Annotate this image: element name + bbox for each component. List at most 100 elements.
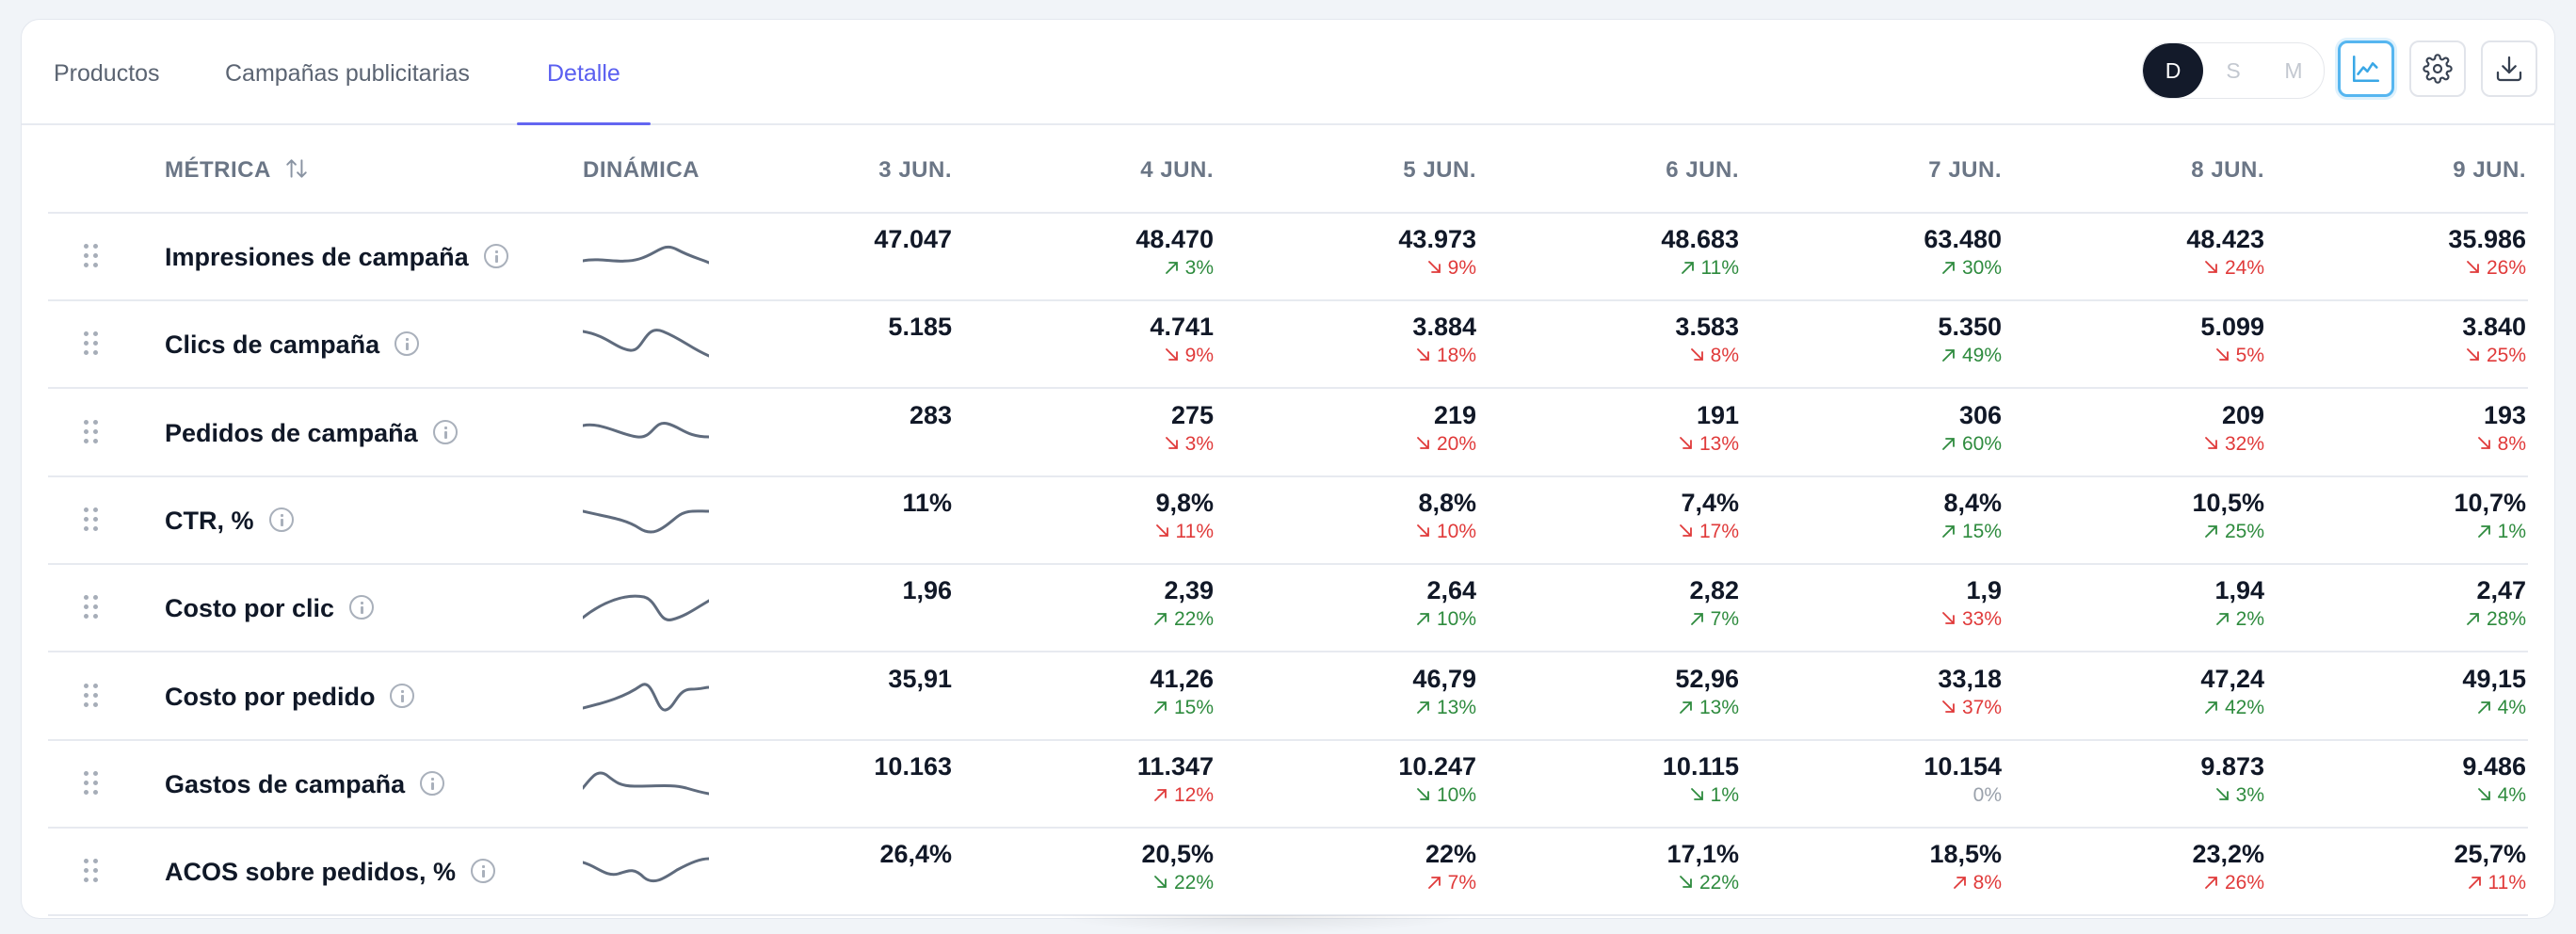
info-icon[interactable] (390, 683, 415, 708)
info-icon[interactable] (483, 243, 508, 268)
tab-detalle[interactable]: Detalle (517, 20, 651, 125)
metric-column-header[interactable]: MÉTRICA (165, 125, 309, 212)
metric-value: 10.115 (1662, 752, 1739, 781)
period-week-button[interactable]: S (2226, 58, 2241, 83)
drag-handle-icon[interactable] (80, 771, 101, 796)
metric-value: 48.683 (1661, 225, 1739, 253)
change-percent: 5% (2235, 345, 2264, 366)
change-percent: 11% (1700, 257, 1739, 279)
value-cell: 20,5% 22% (1141, 838, 1214, 896)
value-cell: 49,15 4% (2462, 663, 2526, 721)
metric-name: Costo por pedido (165, 652, 415, 739)
metric-value: 52,96 (1675, 665, 1739, 693)
change-percent: 13% (1436, 697, 1476, 718)
drag-handle-icon[interactable] (80, 684, 101, 708)
sparkline (583, 245, 709, 265)
change-indicator: 12% (1137, 782, 1214, 809)
info-icon[interactable] (394, 330, 420, 356)
period-day-button[interactable]: D (2143, 43, 2203, 98)
change-percent: 25% (2224, 521, 2264, 542)
table-row[interactable]: Pedidos de campaña 283 275 3% 219 20% 191 13% 30… (48, 388, 2528, 477)
table-row[interactable]: Costo por clic 1,96 2,39 22% 2,64 10% 2,82 7% 1,… (48, 563, 2528, 652)
table-row[interactable]: CTR, % 11% 9,8% 11% 8,8% 10% 7,4% 17% 8,4% 15% 10,… (48, 475, 2528, 565)
info-icon[interactable] (432, 419, 458, 444)
value-cell: 8,4% 15% (1940, 487, 2002, 545)
table-row[interactable]: Impresiones de campaña 47.047 48.470 3% 43.9… (48, 212, 2528, 301)
sparkline (583, 594, 709, 621)
gear-icon (2423, 54, 2453, 84)
arrow-down-right-icon (2215, 348, 2229, 361)
info-icon[interactable] (471, 858, 496, 883)
value-cell: 63.480 30% (1924, 223, 2002, 282)
tab-productos[interactable]: Productos (54, 60, 160, 87)
metric-value: 49,15 (2462, 665, 2526, 693)
change-percent: 37% (1961, 697, 2002, 718)
metric-value: 10.247 (1398, 752, 1476, 781)
arrow-down-right-icon (1154, 876, 1167, 888)
arrow-down-right-icon (1942, 612, 1955, 624)
change-percent: 24% (2224, 257, 2264, 279)
metric-value: 10,7% (2454, 489, 2526, 517)
metric-value: 8,8% (1418, 489, 1476, 517)
change-indicator: 2% (2214, 606, 2264, 633)
arrow-up-right-icon (2467, 613, 2479, 625)
arrow-down-right-icon (2467, 261, 2479, 273)
sparkline-path (583, 422, 709, 439)
value-cell: 22% 7% (1425, 838, 1476, 896)
table-row[interactable]: Gastos de campaña 10.163 11.347 12% 10.247 10… (48, 739, 2528, 829)
arrow-up-right-icon (2477, 701, 2490, 714)
change-indicator: 11% (1153, 519, 1214, 545)
change-indicator: 30% (1924, 255, 2002, 282)
info-icon[interactable] (349, 594, 375, 620)
table-row[interactable]: Clics de campaña 5.185 4.741 9% 3.884 18% 3.58… (48, 299, 2528, 389)
arrow-down-right-icon (1155, 524, 1168, 537)
table-row[interactable]: ACOS sobre pedidos, % 26,4% 20,5% 22% 22% 7% 1… (48, 827, 2528, 916)
metric-value: 9.873 (2200, 752, 2264, 781)
change-percent: 13% (1699, 433, 1739, 455)
value-cell: 48.470 3% (1135, 223, 1214, 282)
tab-campanas-publicitarias[interactable]: Campañas publicitarias (225, 60, 470, 87)
info-icon[interactable] (420, 770, 445, 796)
drag-handle-icon[interactable] (80, 244, 101, 268)
toolbar: D S M (2142, 40, 2537, 99)
drag-handle-icon[interactable] (80, 595, 101, 620)
value-cell: 25,7% 11% (2454, 838, 2526, 896)
change-indicator: 10% (1398, 782, 1476, 809)
sort-arrows-icon[interactable] (284, 156, 309, 181)
value-cell: 10,7% 1% (2454, 487, 2526, 545)
change-percent: 11% (2487, 872, 2526, 894)
metric-value: 306 (1958, 401, 2002, 429)
drag-handle-icon[interactable] (80, 859, 101, 883)
metric-label: Costo por pedido (165, 683, 376, 711)
metric-label: Gastos de campaña (165, 770, 406, 798)
table-row[interactable]: Costo por pedido 35,91 41,26 15% 46,79 13% 52,… (48, 652, 2528, 741)
arrow-down-right-icon (2467, 348, 2479, 361)
drag-handle-icon[interactable] (80, 420, 101, 444)
arrow-up-right-icon (1680, 701, 1692, 714)
arrow-down-right-icon (1417, 437, 1429, 449)
metric-value: 191 (1696, 401, 1739, 429)
value-cell: 26,4% (879, 838, 952, 870)
date-column-header: 4 JUN. (1140, 157, 1214, 183)
arrow-down-right-icon (1942, 700, 1955, 713)
change-percent: 2% (2235, 608, 2264, 630)
download-button[interactable] (2481, 40, 2537, 97)
value-cell: 7,4% 17% (1677, 487, 1739, 545)
change-percent: 1% (2497, 521, 2526, 542)
arrow-down-right-icon (1165, 348, 1178, 361)
period-month-button[interactable]: M (2284, 58, 2303, 83)
change-percent: 15% (1961, 521, 2002, 542)
settings-button[interactable] (2409, 40, 2466, 97)
change-indicator: 3% (1163, 431, 1214, 458)
sparkline-path (583, 329, 709, 358)
drag-handle-icon[interactable] (80, 331, 101, 356)
value-cell: 2,64 10% (1414, 574, 1476, 633)
sparkline (583, 329, 709, 358)
value-cell: 10.115 1% (1663, 750, 1739, 809)
metric-label: Pedidos de campaña (165, 419, 418, 447)
arrow-up-right-icon (1942, 438, 1955, 450)
info-icon[interactable] (268, 507, 294, 532)
chart-toggle-button[interactable] (2338, 40, 2394, 97)
change-percent: 3% (1184, 257, 1214, 279)
drag-handle-icon[interactable] (80, 507, 101, 532)
